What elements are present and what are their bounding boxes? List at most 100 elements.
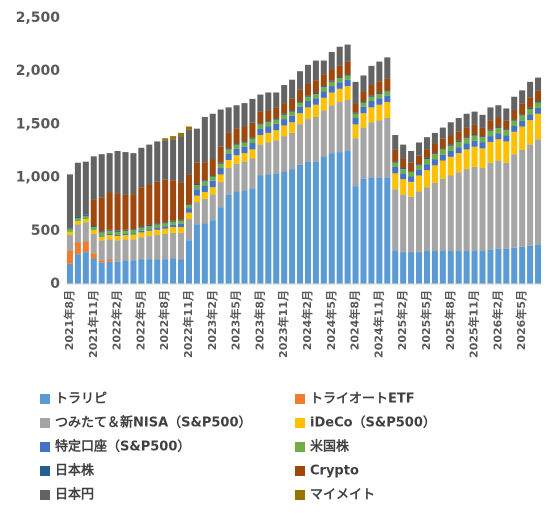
bar-segment bbox=[376, 177, 383, 284]
bar-segment bbox=[463, 143, 470, 150]
bar-segment bbox=[328, 81, 335, 87]
legend-swatch bbox=[40, 442, 50, 452]
bar-segment bbox=[130, 153, 137, 195]
bar-segment bbox=[130, 194, 137, 230]
bar-segment bbox=[360, 178, 367, 284]
bar-segment bbox=[209, 180, 216, 188]
bar-segment bbox=[217, 207, 224, 284]
bar-segment bbox=[106, 230, 113, 234]
bar-segment bbox=[416, 252, 423, 284]
bar-segment bbox=[209, 220, 216, 284]
bar-segment bbox=[138, 227, 145, 231]
bar-segment bbox=[495, 127, 502, 129]
bar-segment bbox=[408, 176, 415, 182]
bar-segment bbox=[130, 260, 137, 284]
bar-segment bbox=[527, 108, 534, 115]
bar-segment bbox=[447, 156, 454, 176]
x-tick-label: 2022年5月 bbox=[133, 290, 147, 350]
bar-segment bbox=[185, 208, 192, 213]
bar-segment bbox=[384, 177, 391, 284]
bar-segment bbox=[519, 246, 526, 284]
bar-segment bbox=[431, 153, 438, 155]
x-tick-label: 2025年8月 bbox=[443, 290, 457, 350]
bar-segment bbox=[233, 191, 240, 284]
bar-segment bbox=[146, 259, 153, 284]
bar-segment bbox=[82, 214, 89, 216]
bar-segment bbox=[162, 138, 169, 141]
bar-segment bbox=[185, 129, 192, 175]
bar-segment bbox=[193, 128, 200, 163]
bar-segment bbox=[519, 114, 526, 116]
bar-segment bbox=[304, 119, 311, 162]
bar-segment bbox=[336, 65, 343, 78]
bar-segment bbox=[328, 105, 335, 154]
bar-segment bbox=[320, 156, 327, 284]
bar-segment bbox=[90, 226, 97, 228]
bar-segment bbox=[352, 186, 359, 284]
bar-segment bbox=[527, 245, 534, 284]
bar-segment bbox=[495, 128, 502, 134]
bar-segment bbox=[201, 180, 208, 182]
bar-segment bbox=[487, 130, 494, 137]
bar-segment bbox=[519, 115, 526, 121]
bar-segment bbox=[447, 135, 454, 145]
bar-segment bbox=[423, 170, 430, 188]
bar-segment bbox=[519, 149, 526, 247]
bar-segment bbox=[178, 259, 185, 284]
bar-segment bbox=[479, 136, 486, 138]
bar-segment bbox=[170, 224, 177, 228]
bar-segment bbox=[178, 132, 185, 137]
bar-segment bbox=[487, 136, 494, 142]
bar-segment bbox=[360, 113, 367, 128]
bar-segment bbox=[487, 120, 494, 130]
bar-segment bbox=[170, 139, 177, 181]
bar-segment bbox=[312, 104, 319, 117]
bar-segment bbox=[368, 107, 375, 123]
bar-segment bbox=[241, 126, 248, 142]
bar-segment bbox=[225, 194, 232, 284]
bar-segment bbox=[503, 120, 510, 130]
bar-segment bbox=[352, 118, 359, 125]
bar-segment bbox=[463, 169, 470, 252]
bar-segment bbox=[130, 233, 137, 235]
bar-segment bbox=[273, 130, 280, 141]
bar-segment bbox=[162, 223, 169, 227]
bar-segment bbox=[352, 138, 359, 187]
bar-segment bbox=[400, 144, 407, 159]
bar-segment bbox=[193, 202, 200, 225]
bar-segment bbox=[344, 44, 351, 62]
bar-segment bbox=[344, 75, 351, 80]
bar-segment bbox=[527, 97, 534, 108]
bar-segment bbox=[297, 106, 304, 114]
bar-segment bbox=[257, 128, 264, 136]
bar-segment bbox=[463, 137, 470, 139]
bar-segment bbox=[122, 239, 129, 261]
x-tick-label: 2023年8月 bbox=[252, 290, 266, 350]
x-tick-label: 2023年2月 bbox=[205, 290, 219, 350]
bar-segment bbox=[162, 233, 169, 260]
bar-segment bbox=[178, 227, 185, 233]
bar-segment bbox=[439, 178, 446, 252]
bar-segment bbox=[289, 169, 296, 284]
bar-segment bbox=[98, 240, 105, 261]
bar-segment bbox=[241, 141, 248, 143]
legend-label: マイメイト bbox=[310, 488, 375, 503]
x-tick-label: 2021年11月 bbox=[86, 290, 100, 358]
bar-segment bbox=[312, 80, 319, 94]
bar-segment bbox=[503, 162, 510, 249]
bar-segment bbox=[130, 230, 137, 234]
bar-segment bbox=[416, 155, 423, 165]
bar-segment bbox=[225, 107, 232, 133]
bar-segment bbox=[209, 187, 216, 195]
bar-segment bbox=[90, 233, 97, 254]
bar-segment bbox=[225, 132, 232, 149]
bar-segment bbox=[170, 232, 177, 259]
bar-segment bbox=[471, 251, 478, 284]
legend-label: トラリピ bbox=[55, 392, 107, 407]
bar-segment bbox=[495, 133, 502, 140]
bar-segment bbox=[352, 103, 359, 113]
bar-segment bbox=[185, 219, 192, 241]
legend-swatch bbox=[295, 466, 305, 476]
bar-segment bbox=[447, 251, 454, 284]
bar-segment bbox=[122, 229, 129, 231]
